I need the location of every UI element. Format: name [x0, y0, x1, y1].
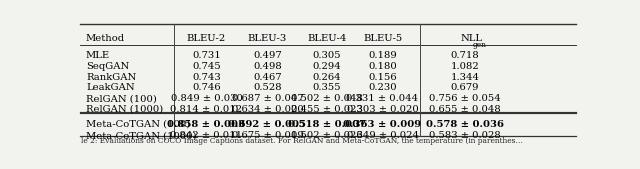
Text: MLE: MLE — [86, 51, 110, 61]
Text: 0.502 ± 0.026: 0.502 ± 0.026 — [291, 131, 363, 140]
Text: 0.467: 0.467 — [253, 73, 282, 82]
Text: 0.634 ± 0.020: 0.634 ± 0.020 — [232, 105, 303, 114]
Text: Method: Method — [86, 34, 125, 43]
Text: BLEU-5: BLEU-5 — [363, 34, 402, 43]
Text: LeakGAN: LeakGAN — [86, 83, 134, 92]
Text: le 2: Evaluations on COCO Image Captions dataset. For RelGAN and Meta-CoTGAN, th: le 2: Evaluations on COCO Image Captions… — [81, 137, 524, 145]
Text: 0.502 ± 0.048: 0.502 ± 0.048 — [291, 94, 363, 103]
Text: 0.528: 0.528 — [253, 83, 282, 92]
Text: NLL: NLL — [461, 34, 483, 43]
Text: 0.156: 0.156 — [368, 73, 397, 82]
Text: 0.303 ± 0.020: 0.303 ± 0.020 — [347, 105, 419, 114]
Text: 0.756 ± 0.054: 0.756 ± 0.054 — [429, 94, 500, 103]
Text: 1.344: 1.344 — [451, 73, 479, 82]
Text: 0.718: 0.718 — [451, 51, 479, 61]
Text: gen: gen — [473, 41, 486, 49]
Text: 0.687 ± 0.047: 0.687 ± 0.047 — [232, 94, 303, 103]
Text: RankGAN: RankGAN — [86, 73, 136, 82]
Text: 0.842 ± 0.011: 0.842 ± 0.011 — [170, 131, 243, 140]
Text: 0.731: 0.731 — [192, 51, 221, 61]
Text: 0.264: 0.264 — [313, 73, 341, 82]
Text: BLEU-4: BLEU-4 — [307, 34, 347, 43]
Text: 0.331 ± 0.044: 0.331 ± 0.044 — [346, 94, 419, 103]
Text: 0.518 ± 0.007: 0.518 ± 0.007 — [288, 120, 366, 129]
Text: 0.692 ± 0.005: 0.692 ± 0.005 — [228, 120, 307, 129]
Text: Meta-CoTGAN (1000): Meta-CoTGAN (1000) — [86, 131, 196, 140]
Text: 0.497: 0.497 — [253, 51, 282, 61]
Text: 0.675 ± 0.019: 0.675 ± 0.019 — [232, 131, 303, 140]
Text: 0.655 ± 0.048: 0.655 ± 0.048 — [429, 105, 500, 114]
Text: BLEU-3: BLEU-3 — [248, 34, 287, 43]
Text: Meta-CoTGAN (100): Meta-CoTGAN (100) — [86, 120, 190, 129]
Text: 0.583 ± 0.028: 0.583 ± 0.028 — [429, 131, 500, 140]
Text: 0.230: 0.230 — [368, 83, 397, 92]
Text: 0.363 ± 0.009: 0.363 ± 0.009 — [344, 120, 422, 129]
Text: 0.349 ± 0.024: 0.349 ± 0.024 — [347, 131, 419, 140]
Text: 0.578 ± 0.036: 0.578 ± 0.036 — [426, 120, 504, 129]
Text: BLEU-2: BLEU-2 — [187, 34, 226, 43]
Text: 0.180: 0.180 — [368, 62, 397, 71]
Text: 0.189: 0.189 — [368, 51, 397, 61]
Text: 0.743: 0.743 — [192, 73, 221, 82]
Text: RelGAN (100): RelGAN (100) — [86, 94, 157, 103]
Text: 1.082: 1.082 — [451, 62, 479, 71]
Text: 0.858 ± 0.003: 0.858 ± 0.003 — [168, 120, 246, 129]
Text: SeqGAN: SeqGAN — [86, 62, 129, 71]
Text: 0.746: 0.746 — [192, 83, 221, 92]
Text: 0.294: 0.294 — [312, 62, 341, 71]
Text: 0.498: 0.498 — [253, 62, 282, 71]
Text: 0.679: 0.679 — [451, 83, 479, 92]
Text: 0.814 ± 0.012: 0.814 ± 0.012 — [170, 105, 243, 114]
Text: 0.305: 0.305 — [313, 51, 341, 61]
Text: RelGAN (1000): RelGAN (1000) — [86, 105, 163, 114]
Text: 0.455 ± 0.023: 0.455 ± 0.023 — [291, 105, 363, 114]
Text: 0.745: 0.745 — [192, 62, 221, 71]
Text: 0.849 ± 0.030: 0.849 ± 0.030 — [170, 94, 243, 103]
Text: 0.355: 0.355 — [313, 83, 341, 92]
